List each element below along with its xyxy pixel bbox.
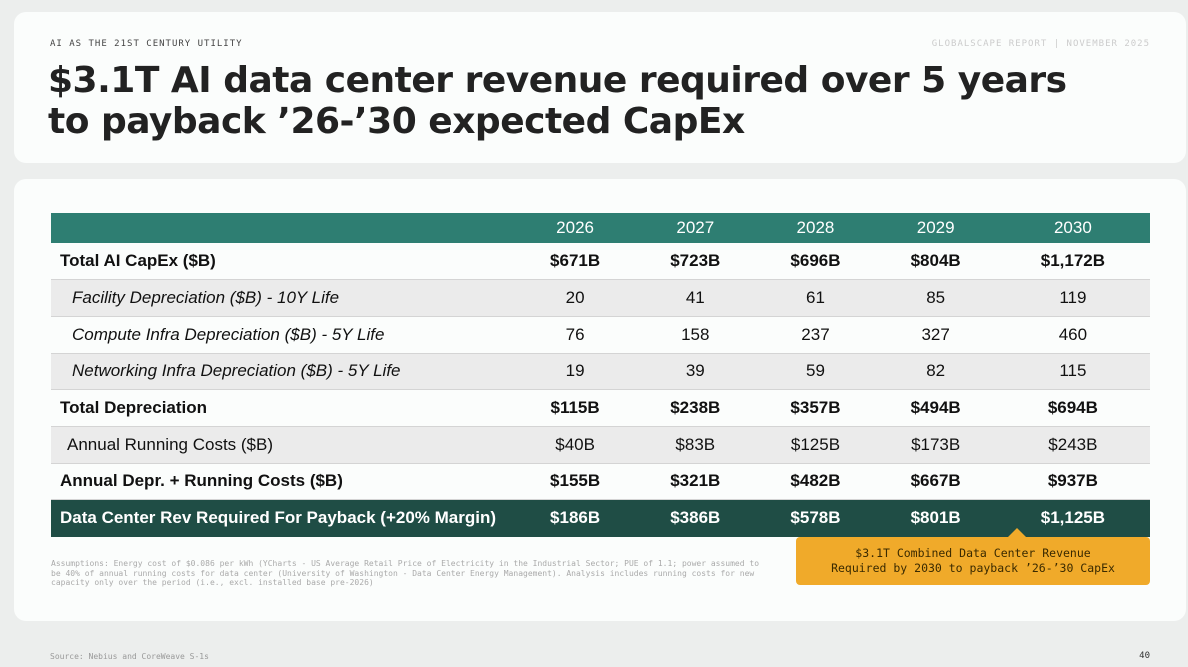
value-cell: $494B xyxy=(875,389,996,427)
value-cell: $671B xyxy=(515,243,636,281)
value-cell: 327 xyxy=(875,316,996,354)
title-card: AI AS THE 21ST CENTURY UTILITY GLOBALSCA… xyxy=(14,12,1186,163)
value-cell: $696B xyxy=(755,243,876,281)
value-cell: 460 xyxy=(995,316,1150,354)
year-header: 2026 xyxy=(515,213,636,243)
year-header: 2030 xyxy=(995,213,1150,243)
value-cell: $801B xyxy=(875,499,996,537)
value-cell: $723B xyxy=(635,243,756,281)
value-cell: $321B xyxy=(635,463,756,501)
table-row: Annual Depr. + Running Costs ($B) $155B $3… xyxy=(51,463,1150,501)
capex-table: 2026 2027 2028 2029 2030 Total AI CapEx … xyxy=(51,213,1150,537)
value-cell: 41 xyxy=(635,279,756,317)
callout-line1: $3.1T Combined Data Center Revenue xyxy=(855,546,1091,560)
source-note: Source: Nebius and CoreWeave S-1s xyxy=(50,652,209,661)
year-header: 2027 xyxy=(635,213,756,243)
page-number: 40 xyxy=(1139,651,1150,661)
value-cell: 82 xyxy=(875,353,996,391)
value-cell: 39 xyxy=(635,353,756,391)
table-row: Total AI CapEx ($B) $671B $723B $696B $804B $… xyxy=(51,243,1150,281)
value-cell: $357B xyxy=(755,389,876,427)
value-cell: $40B xyxy=(515,426,636,464)
value-cell: $125B xyxy=(755,426,876,464)
callout-line2: Required by 2030 to payback ’26-’30 CapE… xyxy=(831,561,1115,575)
value-cell: $173B xyxy=(875,426,996,464)
row-label: Compute Infra Depreciation ($B) - 5Y Lif… xyxy=(51,316,515,354)
value-cell: 76 xyxy=(515,316,636,354)
value-cell: 61 xyxy=(755,279,876,317)
row-label: Facility Depreciation ($B) - 10Y Life xyxy=(51,279,515,317)
row-label: Total Depreciation xyxy=(51,389,515,427)
year-header: 2029 xyxy=(875,213,996,243)
row-label: Annual Depr. + Running Costs ($B) xyxy=(51,463,515,501)
row-label: Total AI CapEx ($B) xyxy=(51,243,515,281)
value-cell: $386B xyxy=(635,499,756,537)
value-cell: $482B xyxy=(755,463,876,501)
value-cell: $155B xyxy=(515,463,636,501)
value-cell: 119 xyxy=(995,279,1150,317)
table-header-row: 2026 2027 2028 2029 2030 xyxy=(51,213,1150,243)
table-card: 2026 2027 2028 2029 2030 Total AI CapEx … xyxy=(14,179,1186,621)
assumptions-note: Assumptions: Energy cost of $0.086 per k… xyxy=(51,559,760,587)
table-row: Data Center Rev Required For Payback (+2… xyxy=(51,499,1150,537)
value-cell: $238B xyxy=(635,389,756,427)
section-kicker: AI AS THE 21ST CENTURY UTILITY xyxy=(50,39,243,49)
value-cell: 19 xyxy=(515,353,636,391)
year-header: 2028 xyxy=(755,213,876,243)
callout-box: $3.1T Combined Data Center Revenue Requi… xyxy=(796,528,1150,585)
table-row: Compute Infra Depreciation ($B) - 5Y Lif… xyxy=(51,316,1150,354)
value-cell: $937B xyxy=(995,463,1150,501)
value-cell: 115 xyxy=(995,353,1150,391)
value-cell: $83B xyxy=(635,426,756,464)
value-cell: 59 xyxy=(755,353,876,391)
value-cell: $578B xyxy=(755,499,876,537)
value-cell: $694B xyxy=(995,389,1150,427)
value-cell: 237 xyxy=(755,316,876,354)
value-cell: 158 xyxy=(635,316,756,354)
value-cell: 20 xyxy=(515,279,636,317)
table-row: Total Depreciation $115B $238B $357B $494B $6… xyxy=(51,389,1150,427)
row-label: Annual Running Costs ($B) xyxy=(51,426,515,464)
page-title: $3.1T AI data center revenue required ov… xyxy=(48,60,1067,142)
value-cell: $243B xyxy=(995,426,1150,464)
row-label: Networking Infra Depreciation ($B) - 5Y … xyxy=(51,353,515,391)
table-row: Facility Depreciation ($B) - 10Y Life 20 4… xyxy=(51,279,1150,317)
value-cell: $667B xyxy=(875,463,996,501)
table-row: Annual Running Costs ($B) $40B $83B $125B $1… xyxy=(51,426,1150,464)
value-cell: 85 xyxy=(875,279,996,317)
row-label: Data Center Rev Required For Payback (+2… xyxy=(51,499,515,537)
value-cell: $804B xyxy=(875,243,996,281)
value-cell: $1,172B xyxy=(995,243,1150,281)
value-cell: $186B xyxy=(515,499,636,537)
report-label: GLOBALSCAPE REPORT | NOVEMBER 2025 xyxy=(931,39,1150,49)
header-label-cell xyxy=(51,213,515,243)
value-cell: $115B xyxy=(515,389,636,427)
table-row: Networking Infra Depreciation ($B) - 5Y … xyxy=(51,353,1150,391)
